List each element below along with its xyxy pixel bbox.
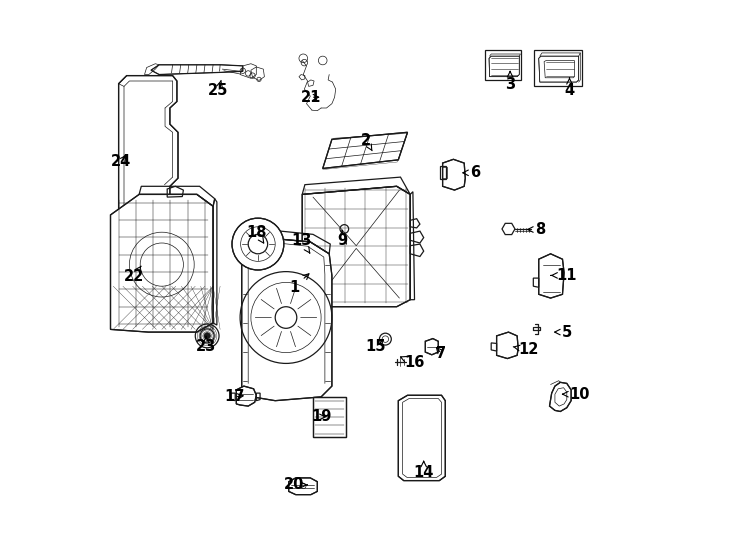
Circle shape <box>204 333 211 339</box>
Polygon shape <box>399 395 446 481</box>
Bar <box>534 50 582 86</box>
Polygon shape <box>119 76 178 211</box>
Text: 15: 15 <box>366 339 386 354</box>
Bar <box>313 397 346 437</box>
Text: 1: 1 <box>289 274 309 295</box>
Bar <box>484 50 521 80</box>
Text: 22: 22 <box>123 266 144 284</box>
Text: 10: 10 <box>562 387 589 402</box>
Polygon shape <box>425 339 438 355</box>
Text: 8: 8 <box>528 222 545 237</box>
Text: 21: 21 <box>301 90 321 105</box>
Text: 25: 25 <box>208 80 229 98</box>
Polygon shape <box>302 186 410 307</box>
Text: 12: 12 <box>513 342 539 357</box>
Polygon shape <box>443 159 465 190</box>
Polygon shape <box>550 382 571 411</box>
Polygon shape <box>539 56 578 82</box>
Text: 19: 19 <box>311 409 331 424</box>
Circle shape <box>379 333 391 345</box>
Text: 11: 11 <box>551 268 577 283</box>
Text: 20: 20 <box>284 477 307 492</box>
Polygon shape <box>111 194 213 332</box>
Text: 13: 13 <box>291 233 311 253</box>
Polygon shape <box>539 254 564 298</box>
Text: 7: 7 <box>437 346 446 361</box>
Circle shape <box>232 218 284 270</box>
Text: 5: 5 <box>555 325 572 340</box>
Text: 2: 2 <box>361 133 372 151</box>
Text: 23: 23 <box>196 336 217 354</box>
Text: 3: 3 <box>505 71 515 92</box>
Polygon shape <box>236 386 256 406</box>
Polygon shape <box>497 332 518 359</box>
Text: 6: 6 <box>463 165 480 180</box>
Bar <box>313 397 346 437</box>
Polygon shape <box>241 239 332 401</box>
Polygon shape <box>489 56 519 77</box>
Polygon shape <box>151 65 243 75</box>
Text: 17: 17 <box>225 389 245 404</box>
Polygon shape <box>323 132 407 168</box>
Text: 24: 24 <box>111 154 131 170</box>
Text: 14: 14 <box>413 461 434 480</box>
Polygon shape <box>502 224 515 234</box>
Polygon shape <box>288 478 317 495</box>
Text: 18: 18 <box>246 225 266 243</box>
Text: 16: 16 <box>401 355 425 370</box>
Text: 4: 4 <box>564 78 575 98</box>
Text: 9: 9 <box>337 231 347 248</box>
